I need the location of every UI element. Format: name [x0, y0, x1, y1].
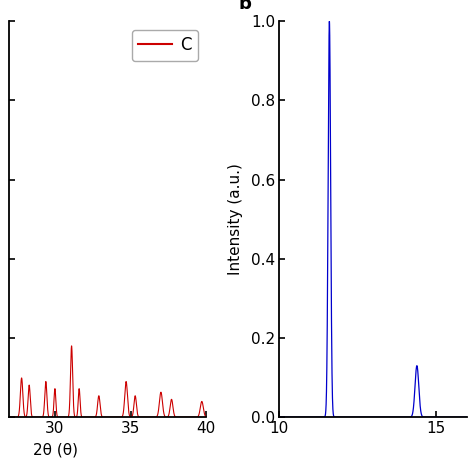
Y-axis label: Intensity (a.u.): Intensity (a.u.): [228, 163, 243, 275]
Legend: C: C: [131, 30, 198, 61]
Text: 2θ (θ): 2θ (θ): [33, 442, 78, 457]
Text: b: b: [238, 0, 251, 13]
